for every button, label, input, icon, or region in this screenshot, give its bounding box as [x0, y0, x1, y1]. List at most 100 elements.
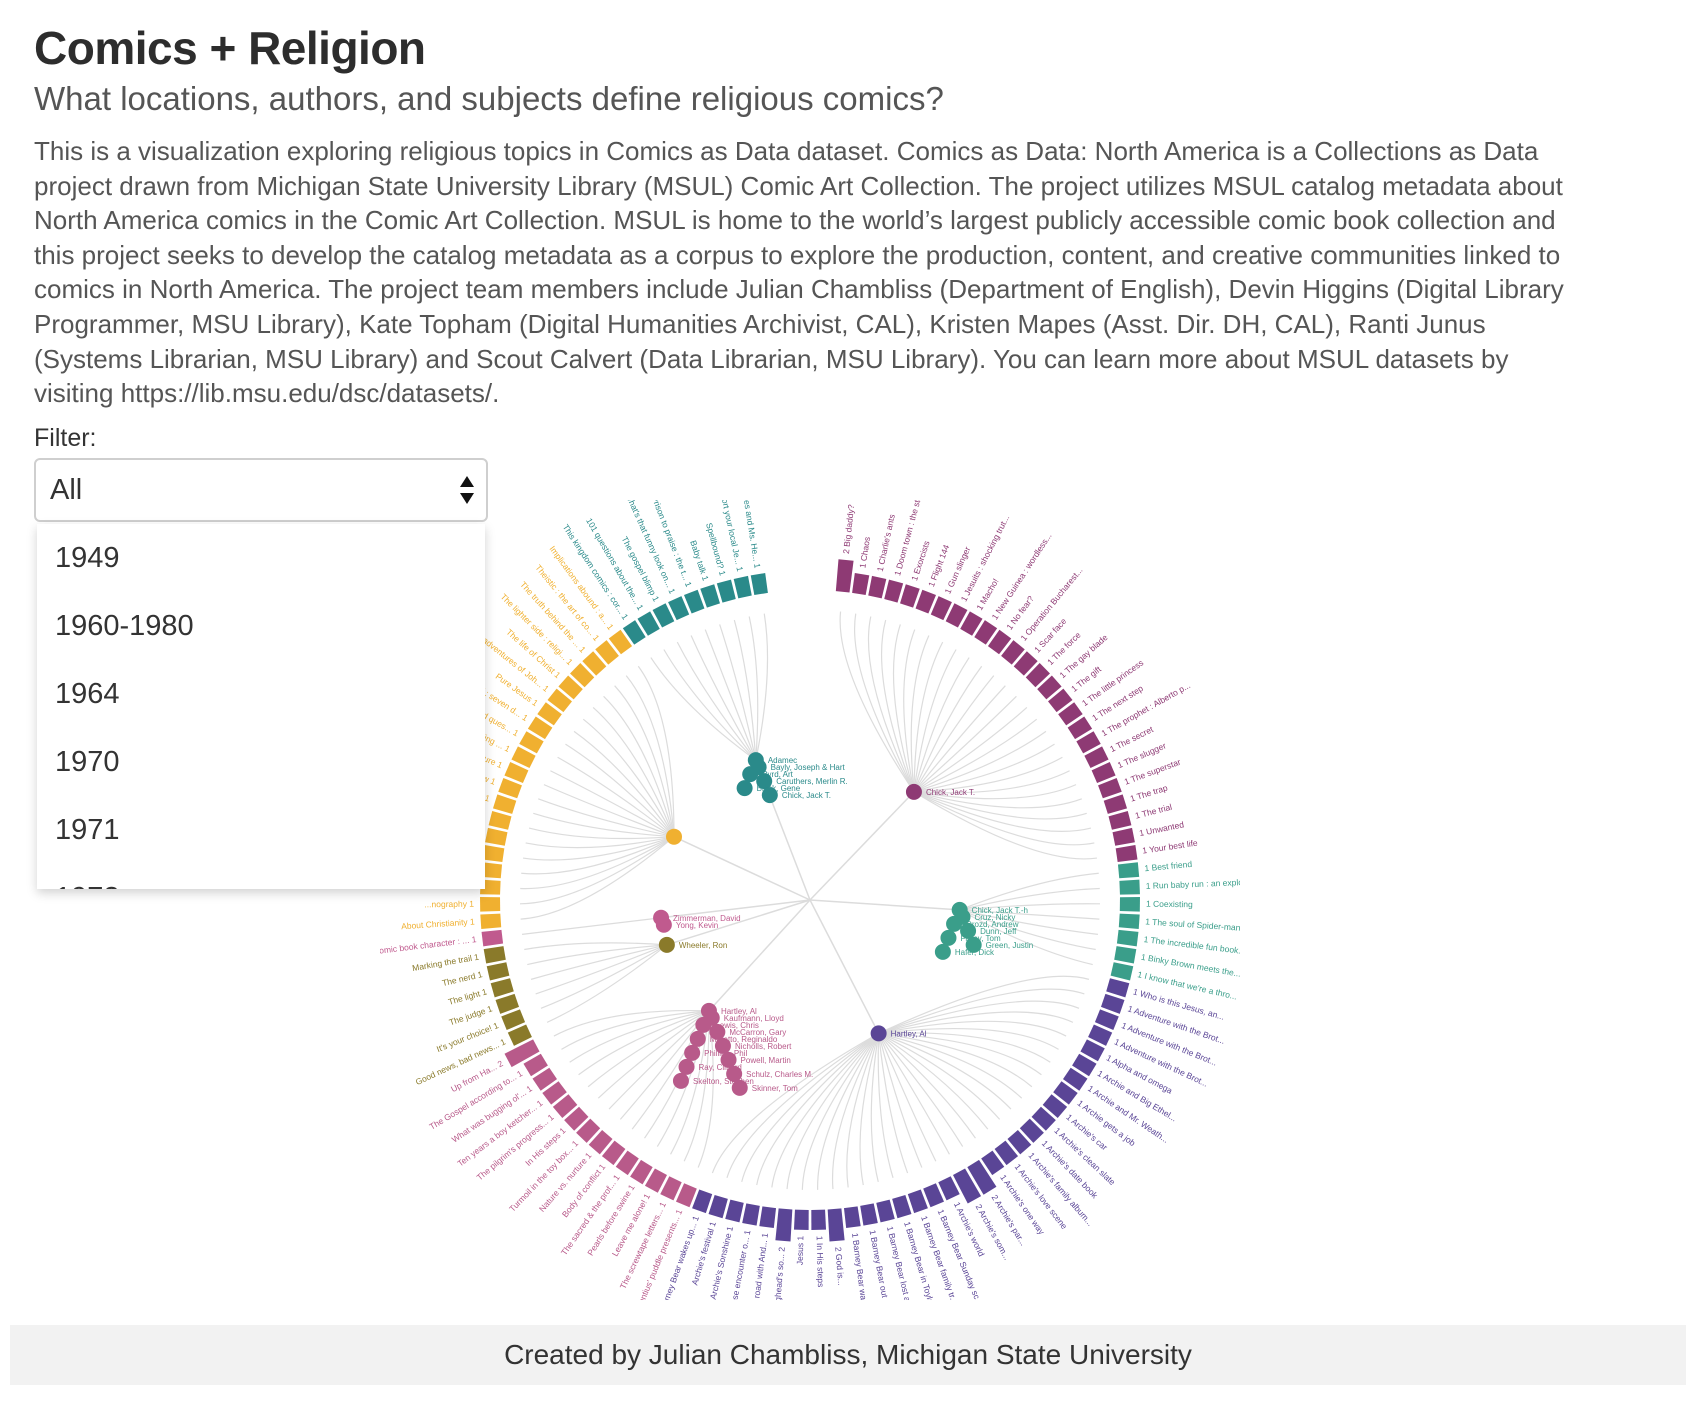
- leaf-bar: [750, 573, 768, 596]
- author-node: [672, 1072, 689, 1089]
- leaf-bar: [532, 1067, 558, 1091]
- author-node: [960, 922, 977, 939]
- leaf-bar: [1115, 845, 1138, 862]
- leaf-bar: [1037, 675, 1062, 700]
- author-node: [714, 1037, 731, 1054]
- leaf-label: 1 Charlie's ants: [875, 513, 897, 572]
- leaf-bar: [852, 573, 870, 596]
- author-node: [761, 787, 778, 804]
- leaf-link: [535, 944, 668, 995]
- center-link: [660, 899, 811, 919]
- leaf-bar: [923, 1183, 945, 1208]
- leaf-link: [522, 836, 675, 861]
- leaf-link: [527, 944, 667, 966]
- filter-option[interactable]: 1949: [55, 542, 120, 574]
- leaf-label: 1 Your best life: [1142, 838, 1199, 856]
- author-label: Hafer, Dick: [955, 948, 995, 957]
- author-label: Wheeler, Ron: [679, 941, 727, 950]
- leaf-bar: [1091, 762, 1116, 783]
- leaf-link: [637, 665, 675, 837]
- author-label: Chick, Jack T.: [926, 788, 975, 797]
- leaf-bar: [967, 1159, 997, 1195]
- filter-option[interactable]: 1970: [55, 746, 120, 778]
- leaf-bar: [1084, 746, 1109, 769]
- leaf-link: [878, 1033, 937, 1162]
- leaf-label: 1 Coexisting: [1146, 899, 1193, 910]
- leaf-link: [625, 675, 675, 837]
- leaf-bar: [542, 1081, 567, 1105]
- leaf-link: [913, 675, 995, 793]
- author-label: Zimmerman, David: [673, 914, 741, 923]
- center-link: [708, 899, 811, 1012]
- leaf-link: [892, 624, 915, 793]
- leaf-link: [520, 836, 675, 905]
- leaf-link: [538, 798, 675, 838]
- leaf-bar: [835, 559, 854, 593]
- leaf-bar: [892, 1194, 912, 1219]
- leaf-bar: [570, 663, 595, 688]
- author-label: Adamec: [768, 756, 797, 765]
- author-label: Nicholls, Robert: [735, 1042, 792, 1051]
- leaf-bar: [860, 1203, 878, 1226]
- leaf-link: [587, 1010, 710, 1088]
- leaf-bar: [907, 1189, 928, 1214]
- leaf-link: [839, 611, 915, 793]
- leaf-link: [520, 836, 675, 920]
- page-title: Comics + Religion: [34, 22, 426, 74]
- leaf-label: The light 1: [447, 986, 488, 1007]
- leaf-bar: [1058, 702, 1083, 726]
- leaf-link: [913, 770, 1070, 794]
- leaf-link: [733, 619, 757, 761]
- leaf-link: [755, 613, 769, 761]
- filter-option[interactable]: 1960-1980: [55, 610, 194, 642]
- leaf-link: [959, 909, 1096, 951]
- leaf-label: 1 The soul of Spider-man :...: [1145, 916, 1240, 933]
- leaf-bar: [960, 611, 983, 636]
- leaf-link: [597, 1010, 710, 1099]
- author-node: [736, 780, 753, 797]
- leaf-link: [520, 836, 675, 890]
- leaf-bar: [668, 596, 690, 621]
- author-node: [689, 1030, 706, 1047]
- leaf-link: [546, 944, 668, 1023]
- leaf-bar: [1119, 897, 1140, 912]
- leaf-bar: [700, 584, 720, 608]
- leaf-bar: [945, 603, 968, 628]
- leaf-link: [913, 707, 1028, 793]
- leaf-link: [543, 784, 675, 838]
- leaf-link: [913, 665, 983, 793]
- author-node: [695, 1016, 712, 1033]
- author-node: [666, 828, 683, 845]
- leaf-link: [878, 1032, 964, 1147]
- leaf-link: [913, 695, 1017, 793]
- leaf-label: 1 In His steps: [815, 1236, 826, 1288]
- leaf-label: 1 Chaos: [857, 536, 872, 569]
- select-arrows-icon: [460, 476, 474, 504]
- leaf-bar: [974, 620, 998, 645]
- filter-option[interactable]: 1964: [55, 678, 120, 710]
- filter-option[interactable]: 1971: [55, 814, 120, 846]
- author-label: Byrd, Art: [762, 770, 793, 779]
- leaf-link: [704, 629, 757, 761]
- leaf-bar: [1025, 663, 1050, 688]
- filter-select[interactable]: All: [34, 458, 488, 522]
- leaf-bar: [759, 1206, 777, 1229]
- leaf-bar: [1116, 929, 1139, 947]
- leaf-bar: [775, 1208, 793, 1242]
- leaf-bar: [900, 584, 920, 608]
- leaf-link: [913, 791, 1098, 860]
- leaf-bar: [480, 897, 501, 912]
- leaf-bar: [683, 589, 705, 614]
- author-node: [726, 1065, 743, 1082]
- author-node: [678, 1058, 695, 1075]
- leaf-bar: [1031, 1106, 1056, 1131]
- leaf-link: [959, 872, 1099, 911]
- leaf-bar: [1067, 716, 1093, 740]
- filter-option[interactable]: 1972: [37, 864, 485, 889]
- leaf-bar: [987, 629, 1012, 655]
- leaf-link: [726, 1032, 879, 1179]
- filter-dropdown-list: 1949 1960-1980 1964 1970 1971 1972: [37, 524, 485, 889]
- leaf-bar: [1119, 879, 1140, 895]
- leaf-link: [771, 1032, 880, 1188]
- center-link: [809, 899, 960, 911]
